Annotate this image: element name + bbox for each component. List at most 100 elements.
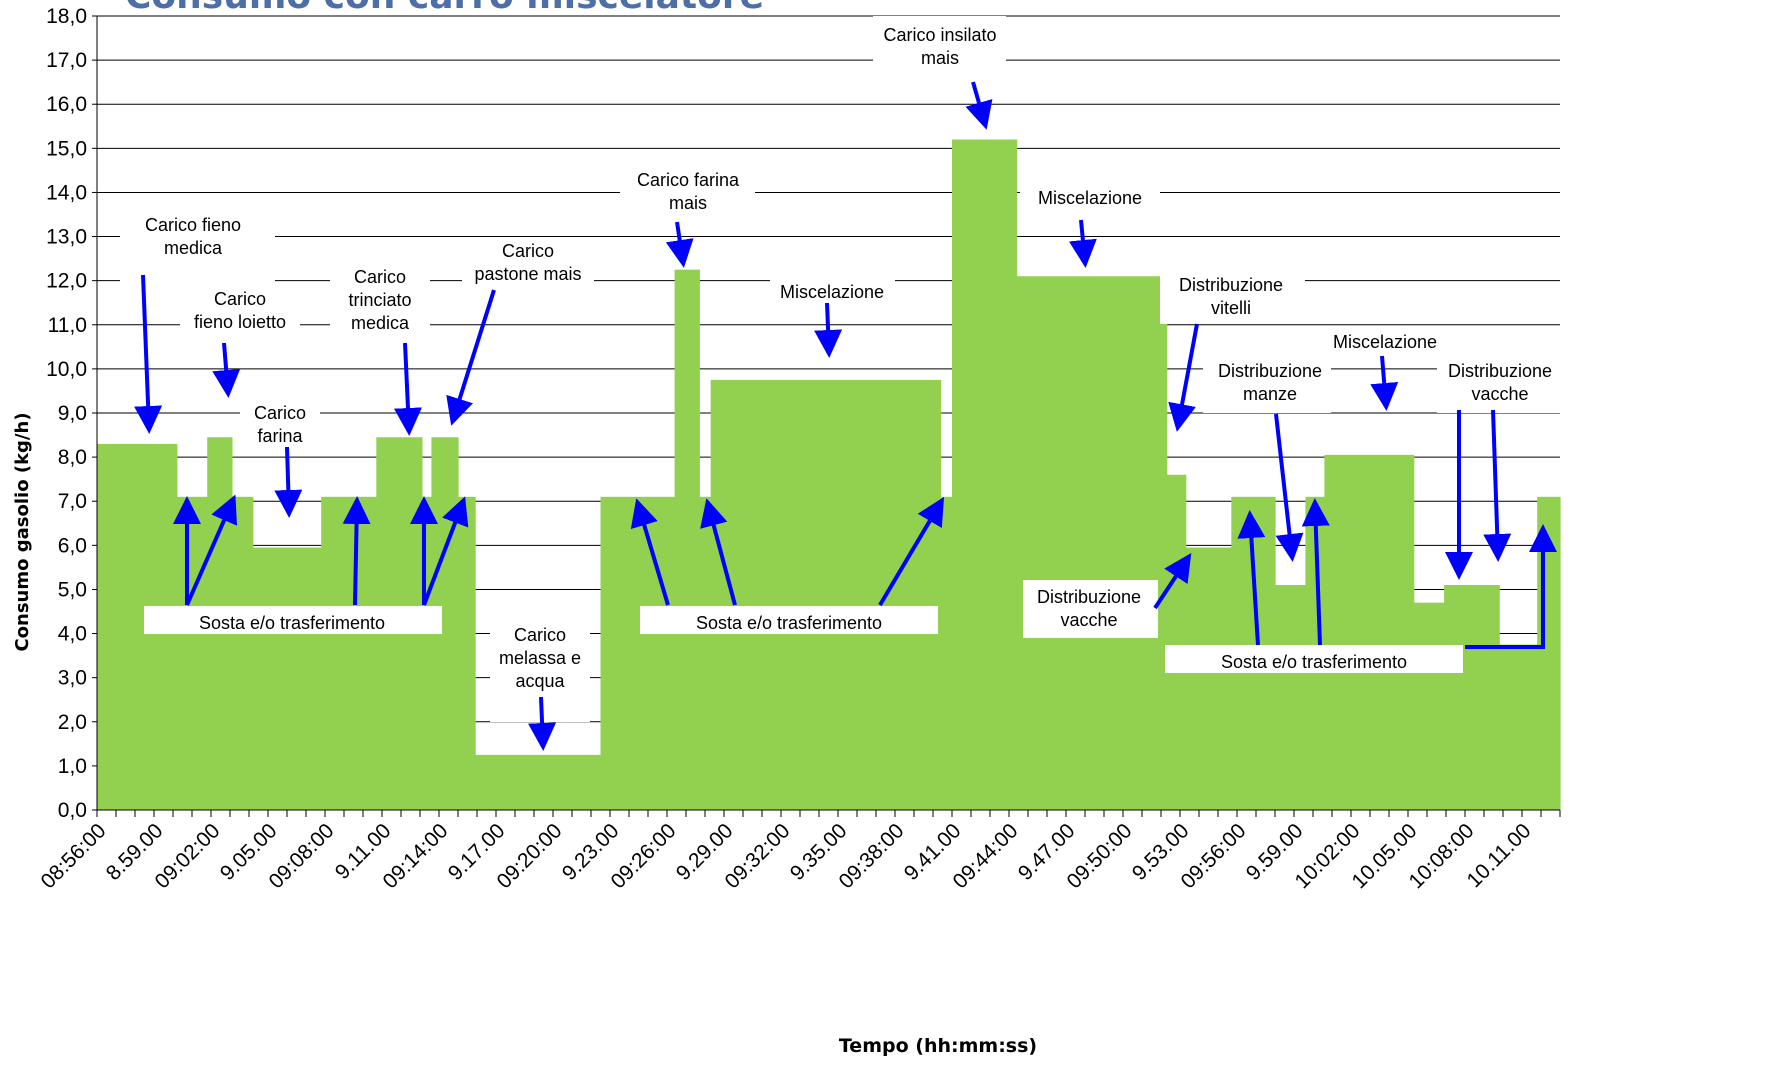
consumption-step [1166,474,1187,810]
y-tick-label: 3,0 [58,667,87,690]
annotation-label-carico-fieno-loietto: Carico fieno loietto [194,289,286,332]
consumption-step [1275,585,1306,810]
annotation-arrow [1370,355,1399,411]
y-tick-label: 5,0 [58,578,87,601]
y-tick-label: 12,0 [46,270,87,293]
annotation-arrow [212,342,241,398]
annotation-arrow [274,446,303,518]
consumption-step [710,379,942,810]
annotation-box [1165,645,1463,673]
annotation-box [620,160,755,228]
annotation-box [1160,268,1305,324]
annotation-arrow [446,289,496,426]
y-tick-label: 0,0 [58,799,87,822]
annotation-box [1322,326,1448,368]
annotation-line: Carico [354,267,406,287]
annotation-arrow [528,696,557,751]
annotation-arrow [1301,498,1330,646]
annotation-box [1203,355,1331,413]
annotation-arrow [1483,409,1512,562]
annotation-line: Carico [502,241,554,261]
annotation-label-miscelazione-2: Miscelazione [1038,188,1142,208]
annotation-label-carico-melassa-acqua: Carico melassa e acqua [499,625,581,691]
annotation-line: mais [669,193,707,213]
consumption-step [1016,276,1168,810]
annotation-line: pastone mais [474,264,581,284]
annotation-line: medica [164,238,223,258]
annotation-box [1437,355,1562,413]
annotation-arrow [1068,219,1097,268]
consumption-step [475,754,602,810]
annotation-label-carico-insilato-mais: Carico insilato mais [883,25,996,68]
annotation-line: farina [257,426,303,446]
consumption-step [1499,644,1538,810]
annotation-line: Sosta e/o trasferimento [1221,652,1407,672]
annotation-label-miscelazione-3: Miscelazione [1333,332,1437,352]
annotation-box [770,270,895,312]
annotation-line: trinciato [348,290,411,310]
annotation-arrow [185,494,237,606]
annotation-line: Carico insilato [883,25,996,45]
annotation-line: medica [351,313,410,333]
consumption-step [252,547,322,810]
annotation-line: Carico [214,289,266,309]
annotation-line: manze [1243,384,1297,404]
consumption-step [600,496,676,810]
x-axis-label: Tempo (hh:mm:ss) [839,1035,1037,1057]
consumption-step [699,496,712,810]
consumption-step [421,496,432,810]
annotation-arrow [1274,413,1304,562]
consumption-step [321,496,377,810]
y-tick-label: 18,0 [46,5,87,28]
annotation-line: Distribuzione [1448,361,1552,381]
annotation-label-sosta-1: Sosta e/o trasferimento [199,613,385,633]
annotation-line: Carico fieno [145,215,241,235]
consumption-step [1537,496,1561,810]
annotation-box [640,606,938,634]
annotation-label-carico-pastone-mais: Carico pastone mais [474,241,581,284]
annotation-line: fieno loietto [194,312,286,332]
y-tick-label: 16,0 [46,93,87,116]
annotation-label-distribuzione-vacche-1: Distribuzione vacche [1037,587,1141,630]
annotation-arrow [342,496,371,606]
annotation-box [1023,580,1158,638]
annotation-label-sosta-2: Sosta e/o trasferimento [696,613,882,633]
annotation-line: Distribuzione [1179,275,1283,295]
y-tick-label: 6,0 [58,534,87,557]
annotation-box [1020,180,1160,222]
annotation-box [144,606,442,634]
annotation-arrow [630,498,670,606]
consumption-step [1324,454,1415,810]
y-axis-label: Consumo gasolio (kg/h) [12,412,33,651]
y-tick-label: 13,0 [46,226,87,249]
annotation-label-carico-farina-mais: Carico farina mais [637,170,740,213]
y-tick-label: 10,0 [46,358,87,381]
annotation-arrow [700,498,737,606]
annotation-line: Sosta e/o trasferimento [696,613,882,633]
y-tick-label: 1,0 [58,755,87,778]
annotation-label-distribuzione-manze: Distribuzione manze [1218,361,1322,404]
annotation-arrow [422,496,469,606]
annotation-box [240,397,320,451]
consumption-step [231,496,254,810]
annotation-arrow [814,302,843,358]
consumption-step [674,269,700,810]
annotation-line: vitelli [1211,298,1251,318]
annotation-line: Miscelazione [1333,332,1437,352]
annotation-line: Carico [254,403,306,423]
annotation-box [873,16,1006,74]
annotation-label-carico-trinciato-medica: Carico trinciato medica [348,267,411,333]
annotation-box [120,206,275,284]
y-tick-label: 9,0 [58,402,87,425]
annotation-line: acqua [515,671,565,691]
annotation-arrow [965,81,993,130]
annotation-line: Sosta e/o trasferimento [199,613,385,633]
consumption-step [176,496,208,810]
annotation-line: Carico [514,625,566,645]
y-tick-label: 11,0 [48,314,87,337]
annotation-label-sosta-3: Sosta e/o trasferimento [1221,652,1407,672]
annotation-box [180,283,300,335]
annotation-line: vacche [1060,610,1117,630]
y-tick-label: 4,0 [58,623,87,646]
